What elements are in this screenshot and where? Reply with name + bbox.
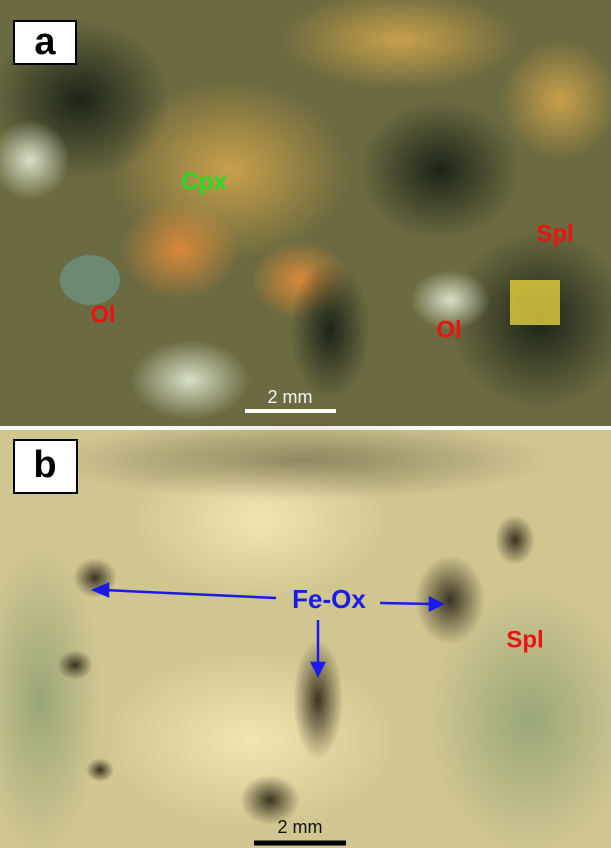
mineral-label: Spl — [506, 626, 543, 653]
panel-a-image — [0, 0, 611, 426]
mineral-label: Spl — [536, 220, 573, 247]
figure: a Cpx Spl Ol Ol 2 mm b Fe-Ox Spl 2 mm — [0, 0, 611, 848]
mineral-label: Ol — [90, 301, 115, 328]
panel-label: b — [33, 444, 56, 486]
mineral-label: Ol — [436, 316, 461, 343]
mineral-label: Fe-Ox — [292, 584, 366, 614]
panel-label: a — [34, 21, 56, 63]
mineral-label: Cpx — [181, 168, 227, 195]
scale-bar-label: 2 mm — [268, 387, 313, 407]
scale-bar-label: 2 mm — [278, 817, 323, 837]
